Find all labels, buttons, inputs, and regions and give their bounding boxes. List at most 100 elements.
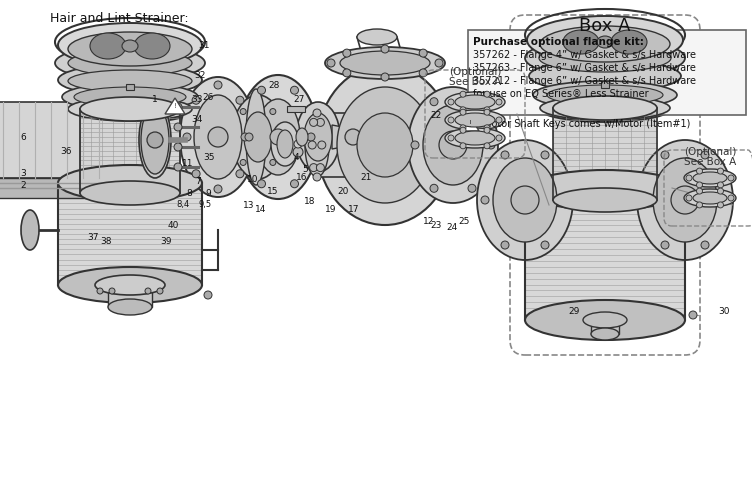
Text: 27: 27 — [293, 96, 305, 104]
Bar — [591, 320, 619, 334]
Circle shape — [430, 98, 438, 106]
Ellipse shape — [529, 60, 681, 92]
Bar — [287, 106, 305, 112]
Circle shape — [484, 107, 490, 113]
Bar — [601, 81, 609, 88]
Ellipse shape — [256, 99, 300, 175]
Circle shape — [318, 141, 326, 149]
Ellipse shape — [80, 101, 180, 117]
Circle shape — [501, 241, 509, 249]
Circle shape — [435, 59, 443, 67]
Ellipse shape — [493, 158, 557, 242]
Circle shape — [97, 288, 103, 294]
Bar — [108, 285, 152, 307]
Circle shape — [481, 196, 489, 204]
Ellipse shape — [68, 32, 192, 66]
Circle shape — [448, 99, 454, 105]
Text: 22: 22 — [430, 110, 441, 120]
Circle shape — [343, 69, 351, 77]
Text: 7: 7 — [195, 178, 201, 186]
Text: 36: 36 — [60, 148, 71, 156]
Ellipse shape — [535, 90, 675, 122]
Text: 19: 19 — [325, 206, 336, 214]
Circle shape — [204, 291, 212, 299]
Ellipse shape — [80, 97, 180, 121]
Ellipse shape — [58, 267, 202, 303]
Ellipse shape — [445, 128, 505, 148]
Circle shape — [307, 133, 315, 141]
Ellipse shape — [317, 65, 453, 225]
Text: for use on EQ Series® Less Strainer: for use on EQ Series® Less Strainer — [473, 89, 649, 99]
Text: 16: 16 — [296, 172, 308, 182]
Circle shape — [501, 151, 509, 159]
Circle shape — [460, 143, 466, 149]
Ellipse shape — [95, 275, 165, 295]
Text: 24: 24 — [446, 224, 457, 232]
Circle shape — [701, 241, 709, 249]
Circle shape — [728, 195, 734, 201]
Ellipse shape — [527, 16, 683, 64]
Ellipse shape — [455, 113, 495, 127]
Circle shape — [236, 170, 244, 178]
Text: 17: 17 — [348, 206, 359, 214]
Circle shape — [484, 109, 490, 115]
Polygon shape — [332, 125, 353, 149]
Circle shape — [308, 141, 316, 149]
Circle shape — [728, 175, 734, 181]
Circle shape — [214, 185, 222, 193]
Text: 21: 21 — [360, 174, 371, 182]
Ellipse shape — [540, 26, 670, 62]
Bar — [58, 183, 202, 285]
Circle shape — [411, 141, 419, 149]
Circle shape — [192, 96, 200, 104]
Ellipse shape — [58, 64, 202, 96]
Ellipse shape — [597, 36, 613, 48]
Text: 40: 40 — [168, 220, 180, 230]
Circle shape — [460, 125, 466, 131]
Text: Box A: Box A — [579, 17, 631, 35]
Ellipse shape — [270, 129, 286, 145]
Circle shape — [183, 133, 191, 141]
Circle shape — [701, 151, 709, 159]
Bar — [0, 178, 160, 198]
Ellipse shape — [55, 45, 205, 81]
Ellipse shape — [525, 170, 685, 210]
Circle shape — [157, 288, 163, 294]
Ellipse shape — [477, 140, 573, 260]
Circle shape — [496, 117, 502, 123]
Circle shape — [689, 311, 697, 319]
Circle shape — [717, 188, 723, 194]
Ellipse shape — [533, 81, 677, 109]
Text: 20: 20 — [337, 188, 348, 196]
Text: 8: 8 — [186, 188, 192, 198]
Text: 39: 39 — [160, 238, 171, 246]
Ellipse shape — [68, 97, 192, 121]
Circle shape — [241, 133, 249, 141]
Bar — [468, 30, 746, 115]
Circle shape — [430, 184, 438, 192]
Text: 8,4: 8,4 — [177, 200, 190, 208]
Text: 9: 9 — [205, 188, 211, 198]
Text: 37: 37 — [87, 234, 99, 242]
Circle shape — [109, 288, 115, 294]
Ellipse shape — [684, 189, 736, 207]
Text: 32: 32 — [194, 70, 205, 80]
Text: 38: 38 — [100, 238, 111, 246]
Circle shape — [661, 151, 669, 159]
Circle shape — [448, 135, 454, 141]
Ellipse shape — [271, 122, 299, 166]
Circle shape — [661, 241, 669, 249]
Text: 25: 25 — [458, 218, 469, 226]
Ellipse shape — [90, 33, 126, 59]
Ellipse shape — [246, 89, 266, 185]
Circle shape — [290, 180, 299, 188]
Ellipse shape — [277, 130, 293, 158]
Ellipse shape — [238, 75, 318, 199]
Text: 5: 5 — [302, 164, 308, 173]
Bar — [80, 109, 180, 193]
Circle shape — [270, 108, 276, 114]
Text: 34: 34 — [191, 116, 202, 124]
Bar — [317, 113, 347, 177]
Ellipse shape — [304, 113, 332, 161]
Circle shape — [468, 184, 476, 192]
